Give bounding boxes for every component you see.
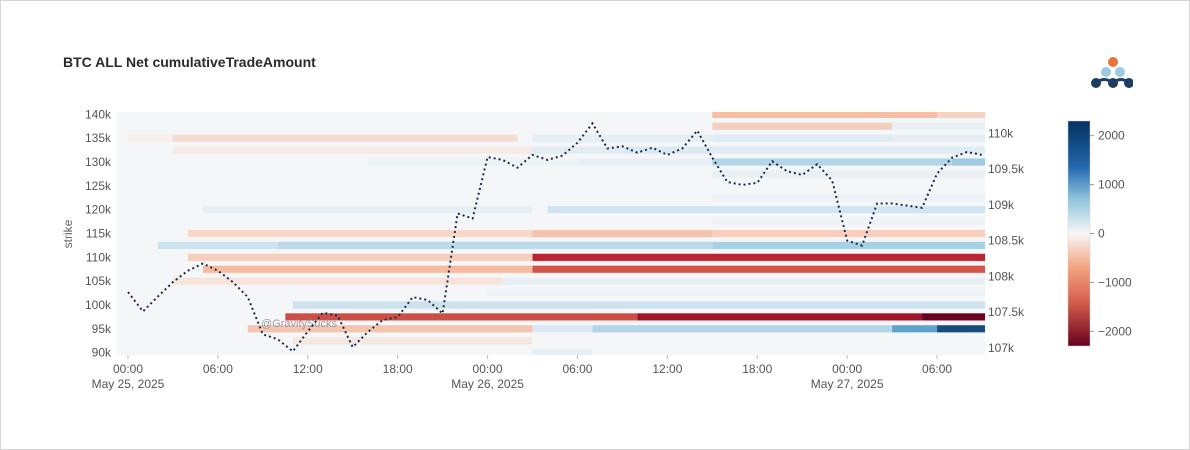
heatmap-cell <box>712 170 985 178</box>
heatmap-cell <box>892 134 985 142</box>
heatmap-cell <box>712 229 985 238</box>
y-axis-title: strike <box>61 219 75 248</box>
heatmap-cell <box>247 325 533 333</box>
colorbar-tick-label: −2000 <box>1098 324 1132 338</box>
logo-light-dot-left <box>1101 67 1111 77</box>
x-tick-label: 06:00 <box>203 362 233 376</box>
y-left-tick-label: 115k <box>86 227 112 241</box>
y-left-tick-label: 100k <box>85 298 112 312</box>
heatmap-cell <box>577 158 713 166</box>
heatmap-cell <box>532 229 713 238</box>
heatmap-cell <box>532 253 985 261</box>
brand-logo <box>1089 54 1134 99</box>
heatmap-cell <box>712 241 985 249</box>
heatmap-cell <box>937 325 985 333</box>
heatmap-cell <box>157 241 278 249</box>
logo-light-dot-right <box>1115 67 1125 77</box>
x-tick-label: 06:00 <box>922 362 952 376</box>
colorbar-tick-label: −1000 <box>1098 275 1132 289</box>
heatmap-cell <box>637 313 923 321</box>
x-tick-date-label: May 25, 2025 <box>92 377 165 391</box>
colorbar-tick-label: 2000 <box>1098 129 1125 143</box>
heatmap-cell <box>892 122 985 130</box>
heatmap-cell <box>532 146 623 154</box>
y-left-tick-label: 135k <box>85 131 112 145</box>
x-tick-label: 00:00 <box>113 362 143 376</box>
heatmap-cell <box>712 112 938 118</box>
heatmap-cell <box>202 206 533 214</box>
x-tick-label: 18:00 <box>742 362 772 376</box>
y-right-tick-label: 107.5k <box>988 305 1025 319</box>
heatmap-cell <box>292 301 985 309</box>
y-right-tick-label: 109k <box>988 198 1015 212</box>
logo-wave <box>1095 78 1130 85</box>
heatmap-cell <box>487 289 985 297</box>
heatmap-cell <box>712 218 985 226</box>
heatmap-cell <box>622 146 713 154</box>
heatmap-cell <box>712 122 893 130</box>
heatmap-cell <box>172 134 518 142</box>
y-right-tick-label: 109.5k <box>988 162 1025 176</box>
heatmap-cell <box>712 194 985 202</box>
logo-icon <box>1091 57 1134 88</box>
y-left-tick-label: 110k <box>86 250 112 264</box>
y-left-tick-label: 95k <box>92 322 112 336</box>
heatmap-cell <box>127 134 173 142</box>
watermark: @GravitySucks <box>261 318 337 330</box>
y-left-tick-label: 130k <box>85 155 112 169</box>
y-right-tick-label: 108.5k <box>988 234 1025 248</box>
heatmap-cell <box>532 349 593 355</box>
colorbar-ticks: 2000 1000 0 −1000 −2000 <box>1090 129 1132 338</box>
chart-title: BTC ALL Net cumulativeTradeAmount <box>63 54 316 70</box>
y-right-tick-label: 108k <box>988 269 1015 283</box>
y-left-tick-label: 90k <box>92 346 112 360</box>
x-tick-label: 00:00 <box>473 362 503 376</box>
heatmap-cell <box>292 337 533 345</box>
price-line <box>127 121 983 353</box>
x-tick-label: 12:00 <box>293 362 323 376</box>
heatmap-cell <box>367 158 578 166</box>
heatmap-cell <box>202 265 533 273</box>
heatmap-cell <box>532 325 593 333</box>
x-tick-label: 12:00 <box>652 362 682 376</box>
heatmap-cells <box>127 112 985 355</box>
y-left-tick-label: 120k <box>85 203 112 217</box>
heatmap-cell <box>502 277 985 285</box>
heatmap-cell <box>547 206 985 214</box>
heatmap-cell <box>712 146 985 154</box>
y-axis-right: 107k 107.5k 108k 108.5k 109k 109.5k 110k <box>988 126 1025 354</box>
heatmap-cell <box>712 134 893 142</box>
logo-orange-dot <box>1108 57 1118 67</box>
colorbar <box>1067 120 1091 347</box>
y-right-tick-label: 107k <box>988 341 1015 355</box>
heatmap-cell <box>532 134 713 142</box>
heatmap-cell <box>892 325 938 333</box>
heatmap-cell <box>937 112 985 118</box>
colorbar-tick-label: 1000 <box>1098 178 1125 192</box>
y-left-tick-label: 125k <box>85 179 112 193</box>
heatmap-cell <box>922 313 985 321</box>
heatmap-cell <box>592 325 893 333</box>
x-tick-label: 18:00 <box>383 362 413 376</box>
heatmap-cell <box>952 158 985 166</box>
x-tick-date-label: May 27, 2025 <box>811 377 884 391</box>
x-tick-date-label: May 26, 2025 <box>451 377 524 391</box>
y-left-tick-label: 105k <box>85 274 112 288</box>
heatmap-cell <box>187 253 533 261</box>
heatmap-cell <box>172 277 503 285</box>
y-axis-left: 90k 95k 100k 105k 110k 115k 120k 125k 130k 135k 14… <box>85 107 112 359</box>
heatmap-cell <box>172 146 533 154</box>
y-right-tick-label: 110k <box>988 126 1014 140</box>
heatmap-cell <box>187 229 533 238</box>
heatmap-cell <box>712 158 953 166</box>
heatmap-cell <box>532 265 985 273</box>
y-left-tick-label: 140k <box>85 107 112 121</box>
heatmap-cell <box>277 241 713 249</box>
x-tick-label: 00:00 <box>832 362 862 376</box>
x-tick-label: 06:00 <box>562 362 592 376</box>
colorbar-tick-label: 0 <box>1098 227 1105 241</box>
heatmap-cell <box>285 313 638 321</box>
